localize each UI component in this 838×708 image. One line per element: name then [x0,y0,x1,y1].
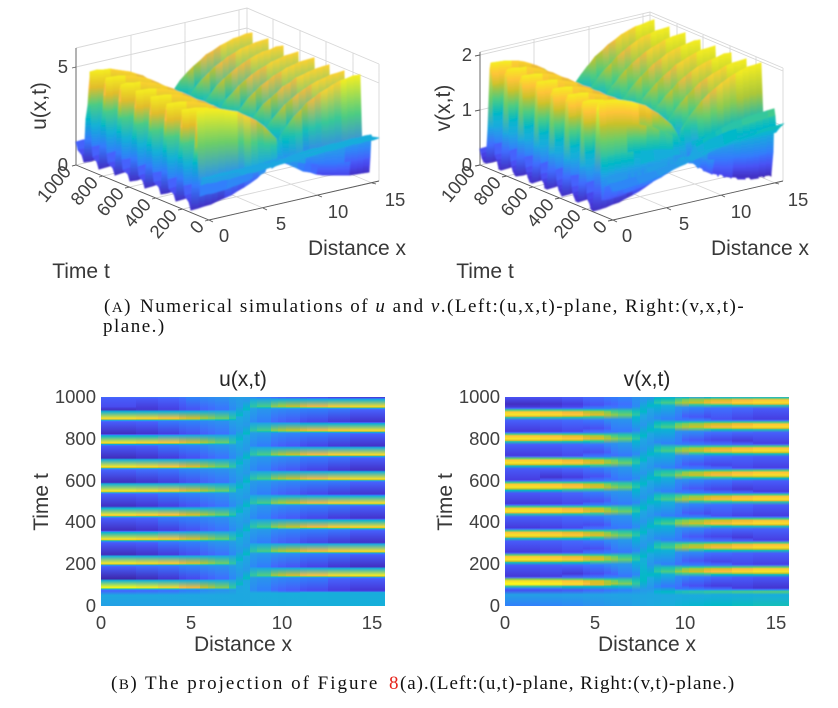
svg-text:plane.): plane.) [103,316,166,337]
svg-text:0: 0 [58,154,68,175]
svg-text:600: 600 [65,470,96,491]
svg-text:(B)The projection of Figure 8(: (B) The projection of Figure 8(a).(Left:(… [111,673,735,694]
svg-text:200: 200 [469,553,500,574]
svg-text:0: 0 [490,595,500,616]
svg-text:800: 800 [65,428,96,449]
svg-text:800: 800 [469,428,500,449]
svg-text:10: 10 [328,201,349,222]
svg-text:5: 5 [590,612,600,633]
svg-text:Time t: Time t [30,473,53,531]
svg-text:600: 600 [469,470,500,491]
svg-text:1000: 1000 [55,386,96,407]
svg-text:15: 15 [362,612,383,633]
svg-text:2: 2 [462,44,472,65]
svg-text:10: 10 [675,612,696,633]
svg-text:0: 0 [86,595,96,616]
svg-text:v(x,t): v(x,t) [432,85,455,132]
svg-text:400: 400 [65,511,96,532]
svg-text:10: 10 [272,612,293,633]
svg-text:5: 5 [186,612,196,633]
svg-text:400: 400 [469,511,500,532]
svg-text:Distance x: Distance x [308,237,407,260]
svg-text:1000: 1000 [459,386,500,407]
svg-text:Distance x: Distance x [194,633,293,656]
svg-text:0: 0 [219,225,229,246]
svg-text:0: 0 [500,612,510,633]
svg-text:(A)Numerical simulations of u: (A) Numerical simulations of u and v.(Lef… [104,296,745,317]
svg-text:Time t: Time t [434,473,457,531]
svg-text:Distance x: Distance x [711,237,810,260]
svg-text:0: 0 [96,612,106,633]
svg-text:15: 15 [788,189,809,210]
svg-text:0: 0 [462,154,472,175]
svg-text:10: 10 [731,201,752,222]
svg-text:v(x,t): v(x,t) [624,368,671,391]
svg-text:5: 5 [276,213,286,234]
svg-text:15: 15 [385,189,406,210]
svg-text:Distance x: Distance x [598,633,697,656]
svg-text:5: 5 [58,56,68,77]
svg-text:200: 200 [65,553,96,574]
svg-text:u(x,t): u(x,t) [219,368,267,391]
svg-text:15: 15 [766,612,787,633]
svg-text:0: 0 [622,225,632,246]
svg-text:Time t: Time t [456,260,514,283]
svg-text:1: 1 [462,99,472,120]
svg-text:u(x,t): u(x,t) [28,82,51,130]
svg-text:5: 5 [679,213,689,234]
svg-text:Time t: Time t [52,260,110,283]
